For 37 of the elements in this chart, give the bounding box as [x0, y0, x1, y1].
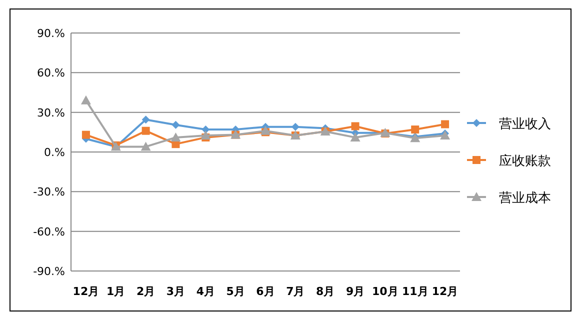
y-tick-label: -30.%: [33, 186, 65, 199]
x-tick-label: 4月: [196, 285, 215, 298]
x-tick-label: 7月: [286, 285, 305, 298]
x-tick-label: 9月: [346, 285, 365, 298]
x-tick-label: 11月: [402, 285, 428, 298]
point: [140, 142, 151, 151]
point: [350, 132, 360, 142]
x-tick-label: 6月: [256, 285, 275, 298]
point: [80, 95, 91, 104]
legend-label: 营业收入: [499, 117, 551, 132]
y-tick-label: -90.%: [33, 265, 65, 278]
y-tick-label: -60.%: [33, 225, 65, 238]
point: [172, 120, 180, 129]
y-tick-label: 30.%: [37, 106, 65, 120]
point: [260, 126, 270, 135]
x-tick-label: 2月: [136, 285, 156, 298]
legend-label: 营业成本: [499, 191, 551, 206]
x-tick-label: 12月: [72, 285, 100, 298]
y-tick-label: 0.%: [44, 146, 65, 159]
legend-label: 应收账款: [499, 153, 551, 169]
point: [441, 120, 450, 128]
point: [200, 130, 211, 140]
x-tick-label: 8月: [316, 285, 335, 298]
point: [291, 122, 300, 131]
point: [351, 122, 360, 130]
point: [142, 116, 150, 124]
point: [170, 132, 181, 142]
x-tick-label: 3月: [166, 285, 186, 298]
x-tick-label: 5月: [226, 285, 245, 298]
y-tick-label: 90.%: [37, 27, 65, 40]
x-tick-label: 12月: [432, 285, 458, 298]
point: [142, 126, 150, 135]
x-tick-label: 10月: [372, 285, 398, 298]
point: [82, 130, 90, 139]
point: [411, 126, 420, 134]
y-tick-label: 60.%: [37, 66, 65, 80]
x-tick-label: 1月: [106, 285, 126, 298]
